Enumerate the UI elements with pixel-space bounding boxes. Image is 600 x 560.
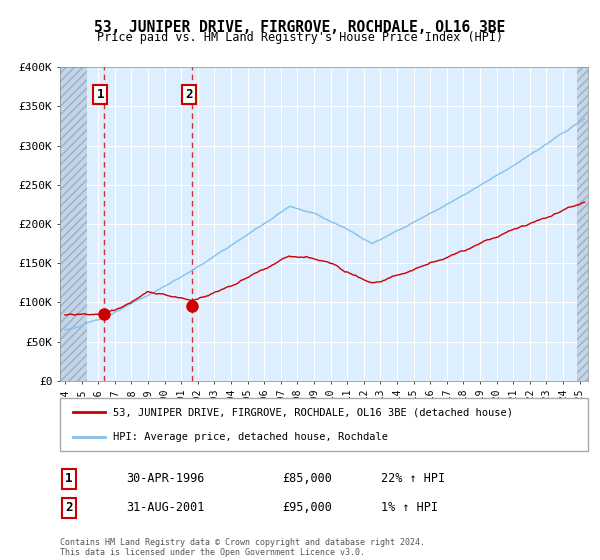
- Text: £85,000: £85,000: [282, 472, 332, 486]
- Text: 30-APR-1996: 30-APR-1996: [126, 472, 205, 486]
- Text: 53, JUNIPER DRIVE, FIRGROVE, ROCHDALE, OL16 3BE: 53, JUNIPER DRIVE, FIRGROVE, ROCHDALE, O…: [94, 20, 506, 35]
- Bar: [60, 67, 86, 381]
- Text: Contains HM Land Registry data © Crown copyright and database right 2024.
This d: Contains HM Land Registry data © Crown c…: [60, 538, 425, 557]
- Text: 2: 2: [65, 501, 73, 515]
- Bar: [577, 67, 588, 381]
- Text: £95,000: £95,000: [282, 501, 332, 515]
- Text: 53, JUNIPER DRIVE, FIRGROVE, ROCHDALE, OL16 3BE (detached house): 53, JUNIPER DRIVE, FIRGROVE, ROCHDALE, O…: [113, 408, 513, 418]
- Text: Price paid vs. HM Land Registry's House Price Index (HPI): Price paid vs. HM Land Registry's House …: [97, 31, 503, 44]
- Bar: [577, 67, 588, 381]
- Text: 1: 1: [97, 88, 104, 101]
- Bar: [60, 67, 86, 381]
- Text: 22% ↑ HPI: 22% ↑ HPI: [381, 472, 445, 486]
- Text: 31-AUG-2001: 31-AUG-2001: [126, 501, 205, 515]
- Text: 1% ↑ HPI: 1% ↑ HPI: [381, 501, 438, 515]
- Text: 1: 1: [65, 472, 73, 486]
- Text: 2: 2: [185, 88, 193, 101]
- Text: HPI: Average price, detached house, Rochdale: HPI: Average price, detached house, Roch…: [113, 432, 388, 442]
